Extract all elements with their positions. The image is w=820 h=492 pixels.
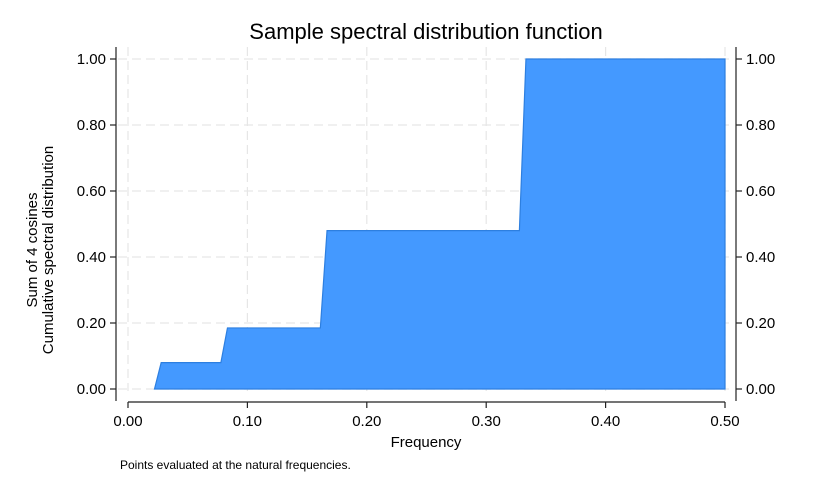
x-tick-label-3: 0.30 bbox=[472, 413, 501, 430]
y-tick-label-right-0: 0.00 bbox=[746, 381, 775, 398]
area-series bbox=[153, 58, 726, 390]
x-axis-ticks: 0.00 0.10 0.20 0.30 0.40 0.50 bbox=[113, 402, 740, 430]
chart-title: Sample spectral distribution function bbox=[249, 19, 602, 44]
y-tick-label-right-5: 1.00 bbox=[746, 51, 775, 68]
y-axis-label-line-2: Cumulative spectral distribution bbox=[40, 146, 57, 354]
y-tick-label-right-1: 0.20 bbox=[746, 315, 775, 332]
y-tick-label-left-1: 0.20 bbox=[77, 315, 106, 332]
y-tick-label-right-4: 0.80 bbox=[746, 117, 775, 134]
y-axis-ticks: 0.00 0.00 0.20 0.20 0.40 0.40 0.60 0.60 0.80 0.80… bbox=[77, 51, 775, 398]
y-tick-label-right-3: 0.60 bbox=[746, 183, 775, 200]
y-tick-label-left-4: 0.80 bbox=[77, 117, 106, 134]
x-tick-label-2: 0.20 bbox=[352, 413, 381, 430]
x-tick-label-1: 0.10 bbox=[233, 413, 262, 430]
x-tick-label-0: 0.00 bbox=[113, 413, 142, 430]
y-tick-label-left-2: 0.40 bbox=[77, 249, 106, 266]
x-tick-label-5: 0.50 bbox=[710, 413, 739, 430]
y-tick-label-left-0: 0.00 bbox=[77, 381, 106, 398]
y-tick-label-right-2: 0.40 bbox=[746, 249, 775, 266]
axes bbox=[115, 47, 737, 403]
chart-note: Points evaluated at the natural frequenc… bbox=[120, 458, 351, 472]
y-tick-label-left-3: 0.60 bbox=[77, 183, 106, 200]
y-tick-label-left-5: 1.00 bbox=[77, 51, 106, 68]
x-tick-label-4: 0.40 bbox=[591, 413, 620, 430]
x-axis-label: Frequency bbox=[391, 434, 462, 451]
y-axis-label-line-1: Sum of 4 cosines bbox=[24, 192, 41, 307]
y-axis-label: Sum of 4 cosines Cumulative spectral dis… bbox=[24, 146, 57, 354]
area-fill bbox=[153, 58, 726, 390]
